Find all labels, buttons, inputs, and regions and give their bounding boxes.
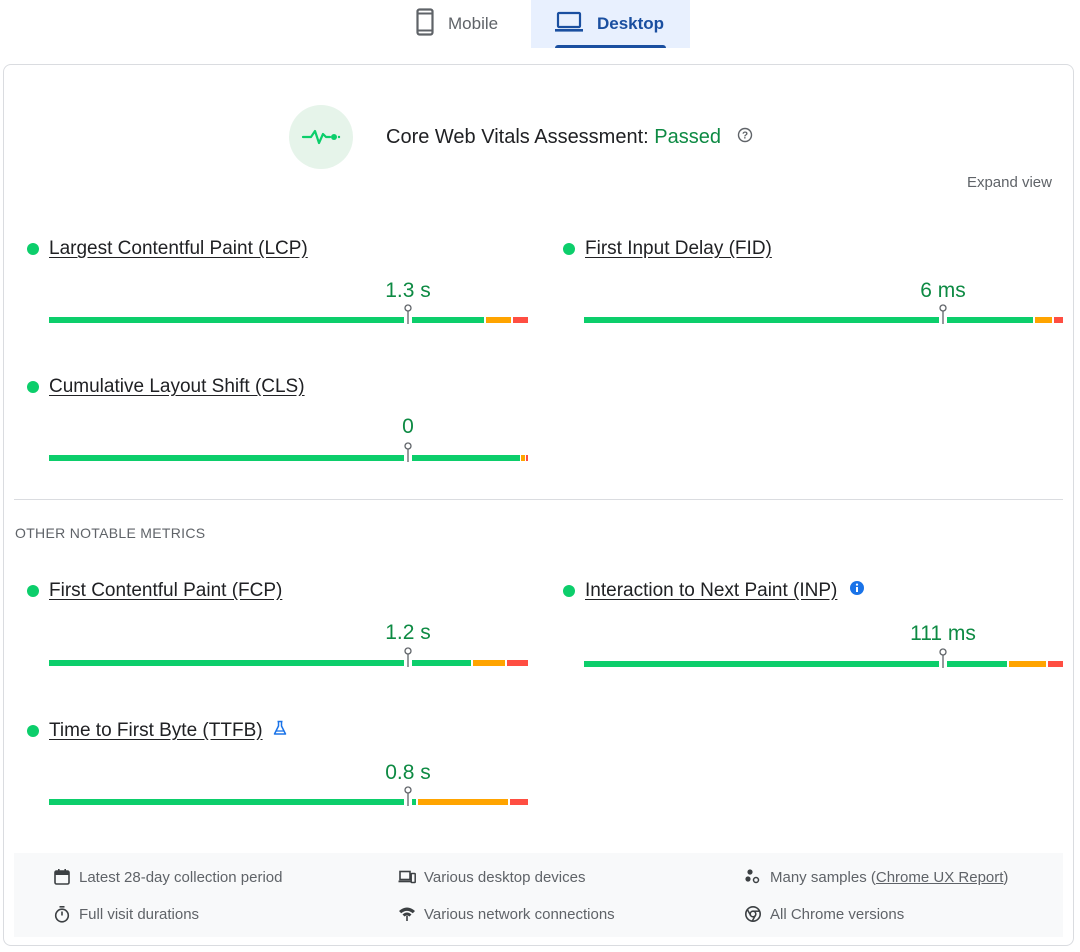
assessment-title: Core Web Vitals Assessment: Passed ? [386, 126, 753, 149]
metric-inp-name: Interaction to Next Paint (INP) [585, 580, 838, 601]
footer-chrome-versions-text: All Chrome versions [770, 905, 905, 923]
good-rating-dot [27, 243, 39, 255]
timer-icon [53, 905, 71, 923]
laptop-icon [555, 11, 583, 38]
metric-lcp-value: 1.3 s [385, 279, 431, 302]
wifi-icon [398, 905, 416, 923]
footer-network: Various network connections [398, 905, 615, 923]
section-divider [14, 499, 1063, 500]
metric-ttfb-bar [49, 786, 528, 806]
metric-lcp-name: Largest Contentful Paint (LCP) [49, 238, 308, 259]
vitals-pulse-icon [289, 105, 353, 169]
value-marker [404, 786, 412, 806]
footer-chrome-versions: All Chrome versions [744, 905, 904, 923]
metric-inp-title[interactable]: Interaction to Next Paint (INP) [563, 580, 865, 602]
phone-icon [416, 7, 434, 41]
report-card [3, 64, 1074, 946]
tab-mobile[interactable]: Mobile [406, 0, 526, 48]
footer-samples-suffix: ) [1003, 868, 1009, 886]
metric-inp-value: 111 ms [910, 622, 976, 645]
assessment-label: Core Web Vitals Assessment: [386, 126, 655, 148]
value-marker [939, 304, 947, 324]
tab-desktop[interactable]: Desktop [531, 0, 690, 48]
tab-desktop-label: Desktop [597, 14, 665, 33]
value-marker [404, 442, 412, 462]
metric-fcp-bar [49, 647, 528, 667]
report-footer [14, 853, 1063, 937]
footer-visit-durations: Full visit durations [53, 905, 199, 923]
tab-mobile-label: Mobile [448, 14, 499, 33]
chrome-ux-report-link[interactable]: Chrome UX Report [875, 868, 1004, 886]
footer-network-text: Various network connections [424, 905, 615, 923]
calendar-icon [53, 868, 71, 886]
metric-cls-value: 0 [402, 415, 414, 438]
value-marker [404, 647, 412, 667]
metric-cls-name: Cumulative Layout Shift (CLS) [49, 376, 305, 397]
good-rating-dot [27, 725, 39, 737]
footer-collection-period: Latest 28-day collection period [53, 868, 282, 886]
value-marker [939, 648, 947, 668]
metric-lcp-title[interactable]: Largest Contentful Paint (LCP) [27, 238, 308, 260]
chrome-icon [744, 905, 762, 923]
footer-samples-prefix: Many samples ( [770, 868, 876, 886]
footer-collection-period-text: Latest 28-day collection period [79, 868, 283, 886]
metric-cls-bar [49, 442, 528, 462]
metric-cls-title[interactable]: Cumulative Layout Shift (CLS) [27, 376, 305, 398]
metric-fcp-name: First Contentful Paint (FCP) [49, 580, 283, 601]
metric-lcp-bar [49, 304, 528, 324]
good-rating-dot [563, 585, 575, 597]
footer-visit-durations-text: Full visit durations [79, 905, 200, 923]
devices-icon [398, 868, 416, 886]
metric-fid-title[interactable]: First Input Delay (FID) [563, 238, 772, 260]
metric-ttfb-value: 0.8 s [385, 761, 431, 784]
help-icon[interactable]: ? [737, 126, 753, 149]
metric-fid-value: 6 ms [920, 279, 966, 302]
metric-fcp-value: 1.2 s [385, 621, 431, 644]
good-rating-dot [563, 243, 575, 255]
metric-fcp-title[interactable]: First Contentful Paint (FCP) [27, 580, 282, 602]
svg-text:?: ? [741, 131, 747, 142]
metric-ttfb-name: Time to First Byte (TTFB) [49, 720, 263, 741]
expand-view-link[interactable]: Expand view [966, 174, 1052, 191]
value-marker [404, 304, 412, 324]
good-rating-dot [27, 381, 39, 393]
info-icon[interactable] [849, 580, 865, 602]
footer-samples: Many samples (Chrome UX Report) [744, 868, 1008, 886]
footer-devices: Various desktop devices [398, 868, 585, 886]
assessment-status: Passed [654, 126, 721, 148]
metric-fid-bar [584, 304, 1063, 324]
metric-ttfb-title[interactable]: Time to First Byte (TTFB) [27, 720, 287, 742]
good-rating-dot [27, 585, 39, 597]
samples-dots-icon [744, 868, 762, 886]
tab-selected-indicator [555, 45, 666, 48]
other-metrics-heading: OTHER NOTABLE METRICS [15, 525, 206, 541]
metric-fid-name: First Input Delay (FID) [585, 238, 772, 259]
lab-flask-icon[interactable] [273, 720, 287, 742]
footer-devices-text: Various desktop devices [424, 868, 586, 886]
metric-inp-bar [584, 648, 1063, 668]
